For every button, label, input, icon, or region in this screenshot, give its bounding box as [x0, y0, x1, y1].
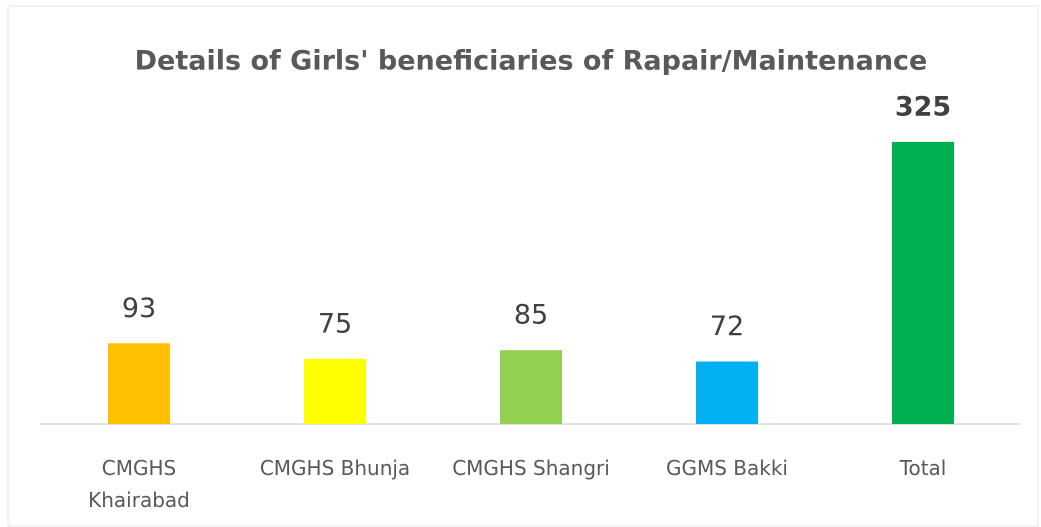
chart-frame	[8, 6, 1038, 526]
bar	[500, 350, 562, 424]
value-label: 75	[318, 308, 352, 339]
value-label: 85	[514, 300, 548, 331]
page: Details of Girls' beneficiaries of Rapai…	[0, 0, 1041, 527]
bar	[304, 359, 366, 424]
value-label: 93	[122, 293, 156, 324]
x-tick-label: CMGHS Khairabad	[79, 452, 199, 516]
bar	[892, 142, 954, 424]
bar	[696, 362, 758, 424]
x-tick-label: Total	[825, 452, 1021, 484]
value-label: 72	[710, 311, 744, 342]
x-tick-label: CMGHS Bhunja	[237, 452, 433, 484]
chart: Details of Girls' beneficiaries of Rapai…	[0, 0, 1041, 527]
x-tick-label: GGMS Bakki	[629, 452, 825, 484]
bar	[108, 343, 170, 424]
value-label: 325	[895, 91, 951, 122]
x-tick-label: CMGHS Shangri	[433, 452, 629, 484]
chart-title: Details of Girls' beneficiaries of Rapai…	[135, 46, 928, 77]
